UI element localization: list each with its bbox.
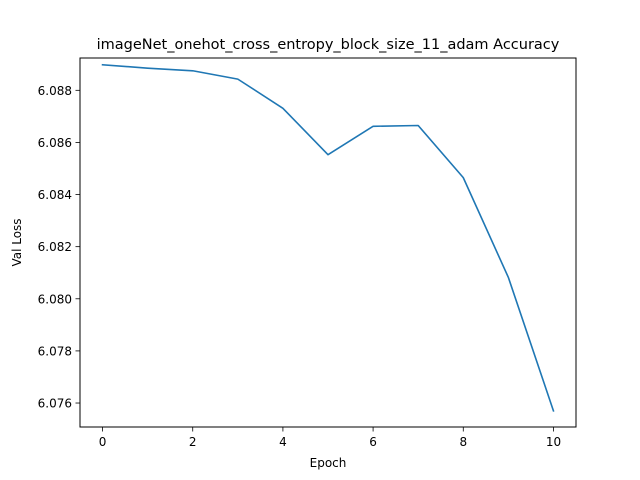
y-tick-label: 6.076 [38,397,72,411]
y-tick-label: 6.086 [38,136,72,150]
y-tick-label: 6.082 [38,240,72,254]
x-tick-label: 10 [546,435,561,449]
series-layer [101,63,555,412]
x-tick-label: 8 [459,435,467,449]
y-tick-label: 6.078 [38,344,72,358]
y-axis: 6.076 6.078 6.080 6.082 6.084 6.086 6.088 [38,84,80,411]
x-axis: 0 2 4 6 8 10 [99,427,561,449]
axes-frame [79,57,577,428]
series-line [101,63,555,412]
x-tick-label: 4 [279,435,287,449]
y-tick-label: 6.084 [38,188,72,202]
x-tick-label: 6 [369,435,377,449]
y-axis-label: Val Loss [10,218,24,266]
chart-title: imageNet_onehot_cross_entropy_block_size… [97,37,560,53]
x-tick-label: 0 [99,435,107,449]
y-tick-label: 6.088 [38,84,72,98]
x-axis-label: Epoch [310,456,347,470]
x-tick-label: 2 [189,435,197,449]
y-tick-label: 6.080 [38,292,72,306]
